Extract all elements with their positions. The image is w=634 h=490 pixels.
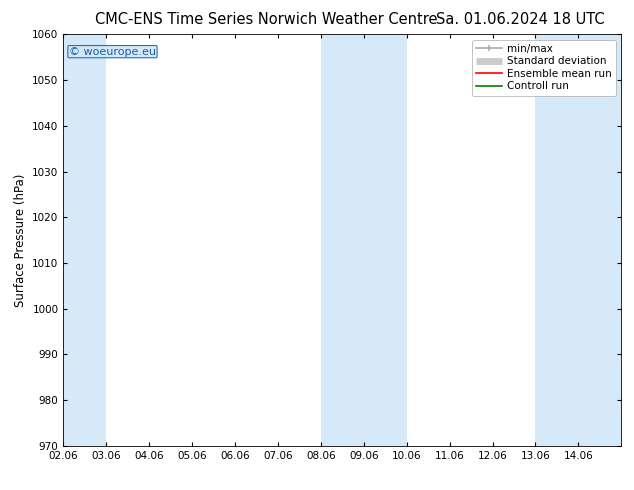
- Text: CMC-ENS Time Series Norwich Weather Centre: CMC-ENS Time Series Norwich Weather Cent…: [95, 12, 437, 27]
- Bar: [321, 34, 407, 446]
- Legend: min/max, Standard deviation, Ensemble mean run, Controll run: min/max, Standard deviation, Ensemble me…: [472, 40, 616, 96]
- Bar: [63, 34, 107, 446]
- Y-axis label: Surface Pressure (hPa): Surface Pressure (hPa): [14, 173, 27, 307]
- Text: © woeurope.eu: © woeurope.eu: [69, 47, 156, 57]
- Bar: [536, 34, 621, 446]
- Text: Sa. 01.06.2024 18 UTC: Sa. 01.06.2024 18 UTC: [436, 12, 604, 27]
